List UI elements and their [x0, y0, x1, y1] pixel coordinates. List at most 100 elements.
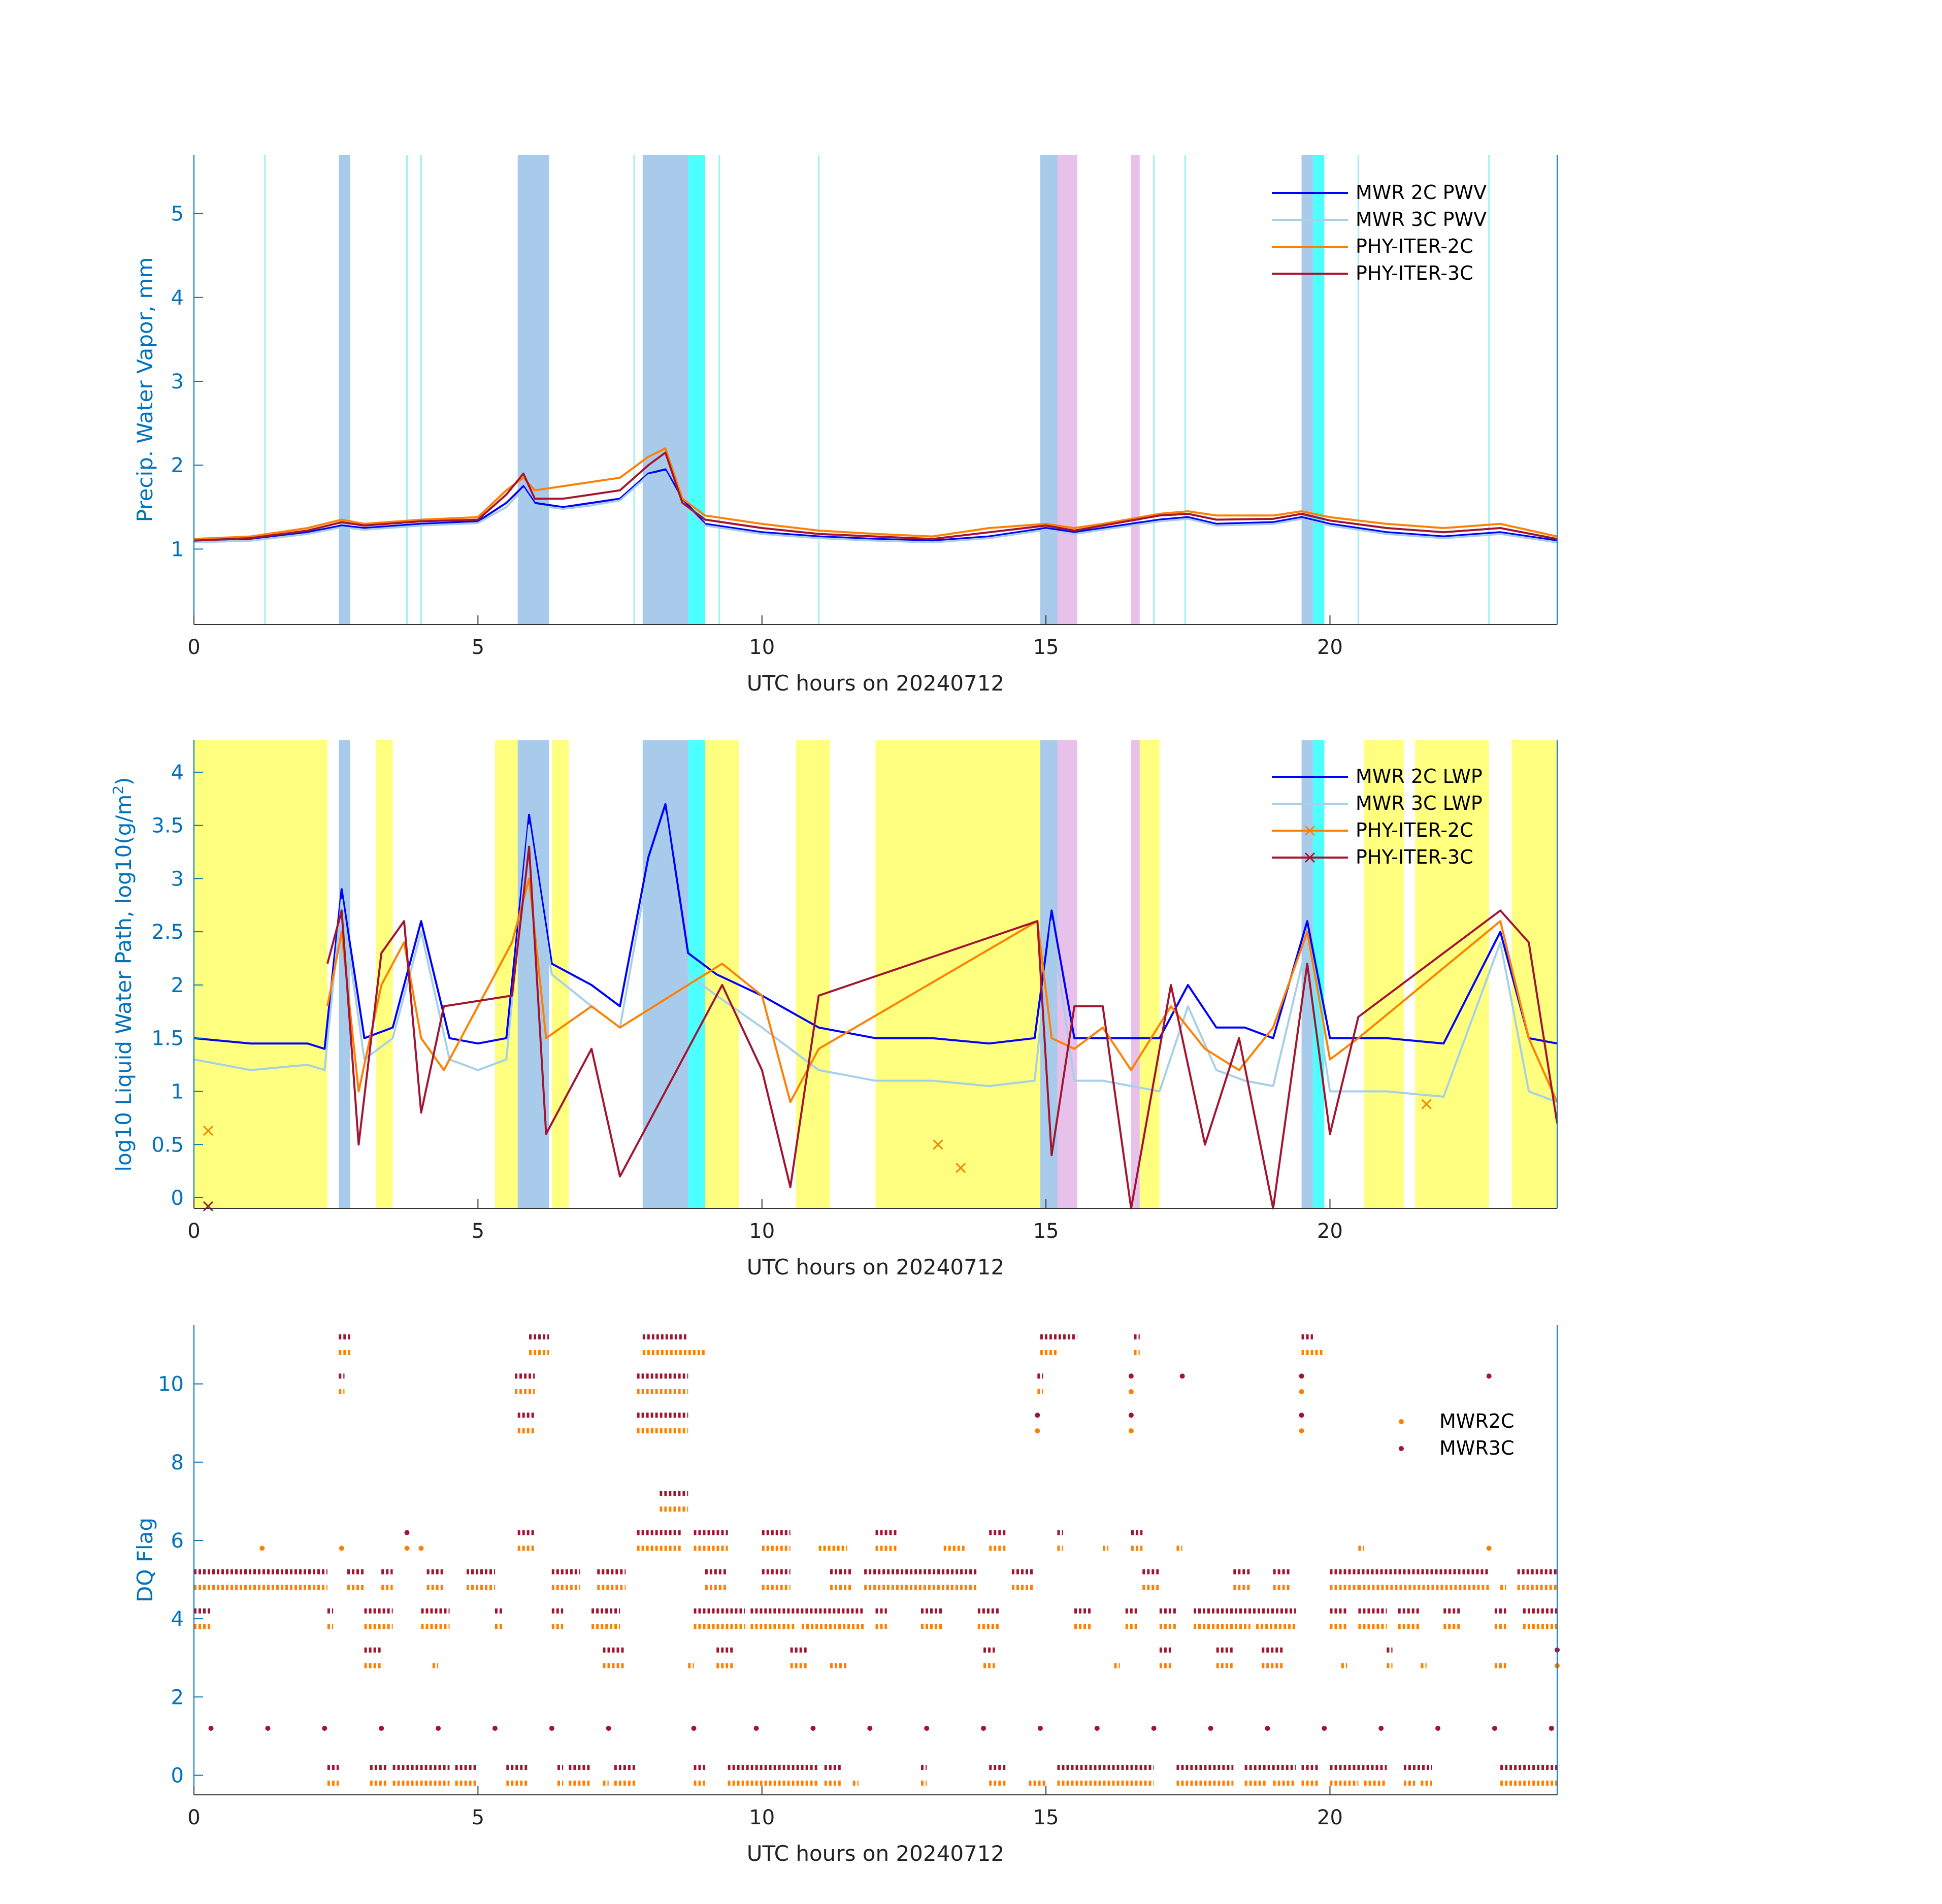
y-tick-label: 8 [171, 1451, 184, 1474]
pwv-series-lines [193, 447, 1558, 544]
dq-point-mwr3c [867, 1725, 873, 1731]
y-tick-label: 1.5 [151, 1027, 184, 1051]
dq-y-axis-label: DQ Flag [133, 1518, 157, 1602]
dq-point-mwr3c [1435, 1725, 1441, 1731]
x-tick-label: 0 [187, 1806, 200, 1829]
dq-point-mwr3c [1486, 1373, 1492, 1379]
dq-point-mwr3c [1037, 1725, 1043, 1731]
y-tick-label: 3 [171, 370, 184, 393]
lwp-y-label-main: log10 Liquid Water Path, log10(g/m [111, 795, 136, 1172]
dq-point-mwr3c [322, 1725, 327, 1731]
dq-point-mwr2c [1299, 1428, 1304, 1434]
pwv-y-axis-label: Precip. Water Vapor, mm [133, 257, 157, 522]
series-line-mwr-2c-pwv [193, 468, 1558, 542]
series-line-mwr-3c-pwv [193, 471, 1558, 544]
dq-flag-points [194, 1334, 1560, 1786]
legend-label-mwr-3c-lwp: MWR 3C LWP [1356, 792, 1483, 814]
y-tick-label: 1 [171, 1080, 184, 1104]
dq-point-mwr3c [924, 1725, 930, 1731]
x-tick-label: 5 [472, 1806, 484, 1829]
yellow-flag-band [1364, 740, 1404, 1208]
yellow-flag-band [194, 740, 327, 1208]
y-tick-label: 4 [171, 761, 184, 784]
yellow-flag-band [1415, 740, 1489, 1208]
dq-x-axis-label: UTC hours on 20240712 [747, 1841, 1005, 1866]
dq-point-mwr2c [339, 1546, 344, 1551]
y-tick-label: 0 [171, 1764, 184, 1787]
y-tick-label: 2 [171, 974, 184, 997]
dq-point-mwr3c [1265, 1725, 1270, 1731]
blue-flag-band [517, 155, 549, 625]
dq-point-mwr3c [1322, 1725, 1327, 1731]
y-tick-label: 10 [158, 1373, 184, 1396]
x-tick-label: 10 [749, 636, 775, 659]
legend-x-marker [1304, 825, 1315, 836]
legend-label-phy-iter-3c-lwp: PHY-ITER-3C [1356, 846, 1473, 868]
dq-point-mwr2c [1128, 1389, 1134, 1395]
dq-point-mwr2c [1486, 1546, 1492, 1551]
lwp-series-lines [193, 803, 1558, 1211]
dq-point-mwr3c [1128, 1413, 1134, 1418]
dq-point-mwr2c [1035, 1428, 1040, 1434]
dq-point-mwr3c [753, 1725, 759, 1731]
y-tick-label: 2 [171, 1686, 184, 1709]
dq-point-mwr3c [1128, 1373, 1134, 1379]
pwv-x-axis-label: UTC hours on 20240712 [747, 671, 1005, 696]
dq-point-mwr3c [1549, 1725, 1554, 1731]
dq-point-mwr3c [810, 1725, 816, 1731]
pwv-panel: 0 5 10 15 20 1 2 3 4 5 UTC hours on 20240712 Prec… [133, 155, 1558, 696]
dq-point-mwr3c [404, 1530, 410, 1535]
dq-point-mwr3c [1094, 1725, 1100, 1731]
lwp-flag-bands [194, 740, 1557, 1208]
dq-point-mwr2c [418, 1546, 424, 1551]
dq-point-mwr3c [981, 1725, 986, 1731]
legend-label-phy-iter-2c: PHY-ITER-2C [1356, 235, 1473, 257]
lwp-x-axis-label: UTC hours on 20240712 [747, 1255, 1005, 1279]
series-line-phy-iter-2c [326, 877, 1558, 1103]
y-tick-label: 2.5 [151, 921, 184, 944]
dq-point-mwr3c [436, 1725, 441, 1731]
legend-x-marker [1304, 852, 1315, 863]
dq-point-mwr3c [1151, 1725, 1157, 1731]
x-tick-label: 15 [1033, 1806, 1059, 1829]
dq-point-mwr3c [1299, 1413, 1304, 1418]
x-tick-label: 10 [749, 1806, 775, 1829]
x-tick-label: 5 [472, 1220, 484, 1243]
x-tick-label: 0 [187, 1220, 200, 1243]
pwv-axes: 0 5 10 15 20 1 2 3 4 5 [171, 155, 1558, 659]
x-marker [956, 1163, 966, 1173]
lwp-axes: 0 5 10 15 20 0 0.5 1 1.5 2 2.5 3 3.5 4 [151, 740, 1558, 1243]
dq-flag-panel: 0 5 10 15 20 0 2 4 6 8 10 UTC hours on 20240712 DQ… [133, 1325, 1560, 1866]
legend-marker-mwr3c [1399, 1446, 1404, 1451]
dq-point-mwr3c [265, 1725, 271, 1731]
dq-point-mwr3c [379, 1725, 384, 1731]
series-line-phy-iter-2c [193, 447, 1558, 540]
y-tick-label: 4 [171, 1607, 184, 1631]
y-tick-label: 0.5 [151, 1133, 184, 1157]
yellow-flag-band [875, 740, 1040, 1208]
blue-flag-band [1040, 155, 1058, 625]
dq-point-mwr3c [1035, 1413, 1040, 1418]
dq-point-mwr2c [1128, 1428, 1134, 1434]
pink-flag-band [1057, 155, 1077, 625]
yellow-flag-band [705, 740, 739, 1208]
y-tick-label: 2 [171, 454, 184, 477]
pwv-flag-bands [264, 155, 1490, 625]
legend-marker-mwr2c [1399, 1419, 1404, 1424]
cyan-flag-band [688, 740, 705, 1208]
x-tick-label: 0 [187, 636, 200, 659]
pink-flag-band [1057, 740, 1077, 1208]
legend-label-phy-iter-3c: PHY-ITER-3C [1356, 262, 1473, 284]
dq-point-mwr3c [606, 1725, 611, 1731]
dq-point-mwr3c [549, 1725, 554, 1731]
blue-flag-band [339, 740, 350, 1208]
dq-point-mwr3c [691, 1725, 697, 1731]
x-tick-label: 20 [1317, 1220, 1343, 1243]
y-tick-label: 6 [171, 1529, 184, 1553]
dq-point-mwr2c [1299, 1389, 1304, 1395]
x-tick-label: 15 [1033, 636, 1059, 659]
series-line-phy-iter-3c [193, 451, 1558, 542]
x-tick-label: 20 [1317, 636, 1343, 659]
legend-label-mwr3c: MWR3C [1439, 1437, 1514, 1459]
